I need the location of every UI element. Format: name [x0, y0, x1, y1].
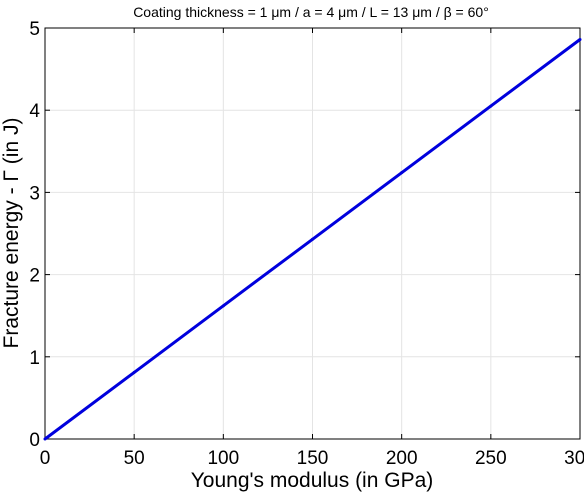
- data-point: [311, 237, 314, 241]
- data-point: [43, 437, 47, 441]
- x-tick-label: 300: [564, 448, 584, 469]
- y-axis-label: Fracture energy - Γ (in J): [0, 118, 23, 349]
- series-group: [43, 38, 582, 441]
- y-tick-label: 2: [29, 266, 40, 287]
- x-tick-label: 250: [475, 448, 507, 469]
- data-point: [489, 104, 493, 108]
- data-point: [400, 171, 404, 175]
- y-tick-label: 3: [29, 183, 40, 204]
- data-point: [132, 370, 136, 374]
- x-tick-label: 200: [386, 448, 418, 469]
- x-tick-label: 100: [207, 448, 239, 469]
- chart-title: Coating thickness = 1 μm / a = 4 μm / L …: [133, 4, 489, 20]
- y-tick-label: 0: [29, 430, 40, 451]
- data-point: [221, 304, 225, 308]
- grid-lines: [45, 28, 580, 439]
- y-tick-label: 5: [29, 19, 40, 40]
- x-tick-label: 0: [40, 448, 51, 469]
- y-tick-label: 1: [29, 348, 40, 369]
- x-tick-label: 150: [297, 448, 329, 469]
- y-tick-label: 4: [29, 101, 40, 122]
- axis-ticks: 0 50 100 150 200 250 300 0 1 2 3 4 5: [29, 19, 584, 469]
- data-point: [578, 38, 582, 42]
- x-tick-label: 50: [124, 448, 145, 469]
- x-axis-label: Young's modulus (in GPa): [191, 469, 434, 492]
